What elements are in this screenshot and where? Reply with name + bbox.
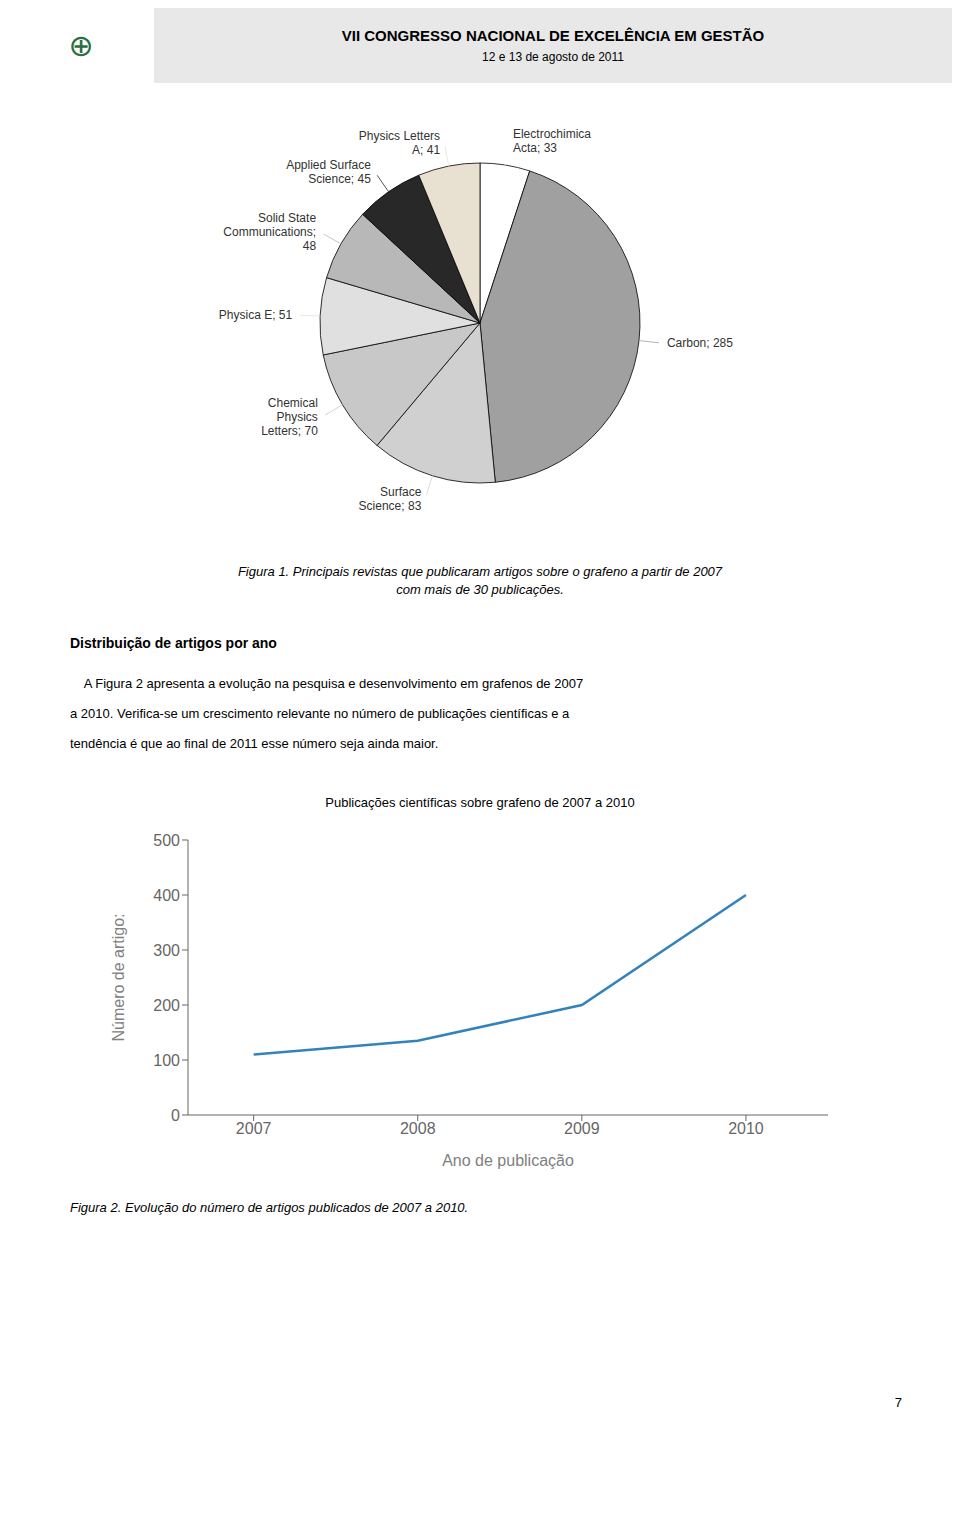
svg-text:400: 400 [153,887,180,904]
html-text:a 2010. Verifica-se um crescim: a 2010. Verifica-se um crescimento relev… [70,706,570,721]
html-text:Figura 2. Evolução do número d: Figura 2. Evolução do número de artigos … [70,1200,469,1215]
svg-text:Physica E; 51: Physica E; 51 [219,308,293,322]
svg-text:2008: 2008 [400,1120,436,1137]
svg-text:300: 300 [153,942,180,959]
html-text:A Figura 2 apresenta a evoluçã: A Figura 2 apresenta a evolução na pesqu… [70,676,584,691]
svg-text:ChemicalPhysicsLetters; 70: ChemicalPhysicsLetters; 70 [261,396,318,438]
svg-text:Solid StateCommunications;48: Solid StateCommunications;48 [223,211,316,253]
svg-text:Ano de publicação: Ano de publicação [442,1152,574,1169]
svg-text:2007: 2007 [236,1120,272,1137]
svg-text:100: 100 [153,1052,180,1069]
svg-text:Applied SurfaceScience; 45: Applied SurfaceScience; 45 [286,158,371,186]
html-text:Publicações científicas sobre: Publicações científicas sobre grafeno de… [325,795,635,810]
html-text:Distribuição de artigos por an: Distribuição de artigos por ano [70,635,277,651]
svg-text:Carbon; 285: Carbon; 285 [667,336,733,350]
svg-text:2010: 2010 [728,1120,764,1137]
svg-text:0: 0 [171,1107,180,1124]
svg-text:Número de artigo:: Número de artigo: [110,913,127,1041]
svg-text:ElectrochimicaActa; 33: ElectrochimicaActa; 33 [513,127,591,155]
svg-text:SurfaceScience; 83: SurfaceScience; 83 [359,485,422,513]
html-text:7: 7 [894,1395,902,1410]
html-text:Figura 1. Principais revistas: Figura 1. Principais revistas que public… [237,564,723,597]
html-text:tendência é que ao final de 20: tendência é que ao final de 2011 esse nú… [70,736,439,751]
html-text:12 e 13 de agosto de 2011: 12 e 13 de agosto de 2011 [482,50,624,64]
svg-text:200: 200 [153,997,180,1014]
html-text:VII CONGRESSO NACIONAL DE EXCE: VII CONGRESSO NACIONAL DE EXCELÊNCIA EM … [341,27,765,44]
svg-text:Physics LettersA; 41: Physics LettersA; 41 [359,129,441,157]
svg-text:2009: 2009 [564,1120,600,1137]
svg-text:500: 500 [153,832,180,849]
